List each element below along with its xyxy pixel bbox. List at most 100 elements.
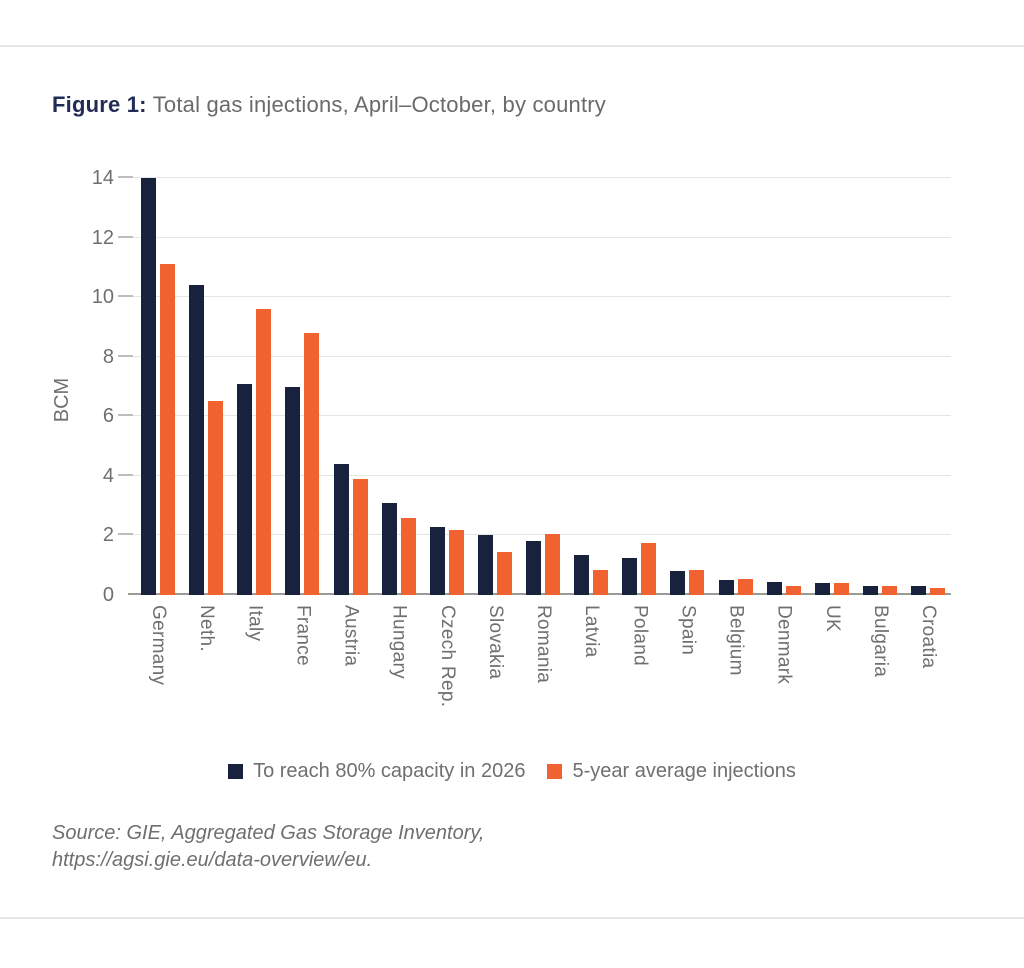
figure-label: Figure 1: [52,92,147,117]
gridline-14 [118,176,951,178]
bar-capacity-target [477,535,493,595]
bottom-divider-rule [0,917,1024,919]
bar-group-hungary: Hungary [381,502,416,679]
bar-capacity-target [766,581,782,595]
legend-swatch-5yr-average [547,764,563,779]
source-note: Source: GIE, Aggregated Gas Storage Inve… [52,820,484,874]
bar-group-uk: UK [814,583,849,632]
x-axis-label: Neth. [196,605,218,652]
x-axis-label: Germany [148,605,169,686]
y-tick-mark-4 [118,473,133,476]
bar-group-croatia: Croatia [911,586,945,668]
y-axis-title: BCM [51,377,73,423]
y-axis: 0 2 4 6 8 10 12 14 [0,167,118,606]
x-axis-label: Romania [533,605,554,684]
figure-title-text: Total gas injections, April–October, by … [152,92,607,117]
y-tick-label-8: 8 [102,345,114,368]
bar-group-germany: Germany [141,178,175,685]
x-axis-label: France [292,605,314,666]
source-line-2: https://agsi.gie.eu/data-overview/eu. [52,849,373,871]
x-axis-label: Croatia [918,605,939,669]
bar-group-belgium: Belgium [718,578,753,676]
bar-group-latvia: Latvia [574,554,609,658]
bar-capacity-target [381,502,397,595]
x-axis-label: Slovakia [484,605,506,680]
y-tick-label-14: 14 [91,167,114,189]
bar-group-austria: Austria [333,463,368,666]
bar-5yr-average [689,569,705,595]
legend-label-capacity-target: To reach 80% capacity in 2026 [253,760,526,782]
bar-5yr-average [785,586,801,595]
y-tick-mark-8 [118,354,133,357]
gridline-2 [118,533,951,536]
x-axis-label: Spain [677,605,699,656]
bar-5yr-average [208,401,224,595]
bar-capacity-target [237,383,253,595]
chart-legend: To reach 80% capacity in 2026 5-year aver… [0,760,1024,783]
bar-5yr-average [641,542,657,595]
plot-area: Germany Neth. Italy France Austria Hungary Cze… [118,176,951,707]
y-tick-mark-12 [118,235,133,238]
bar-group-czech-rep: Czech Rep. [429,526,464,707]
x-axis-label: Austria [340,605,362,667]
legend-swatch-capacity-target [228,764,244,779]
bar-capacity-target [285,386,301,595]
x-axis-label: Italy [244,605,266,642]
bar-5yr-average [833,583,849,595]
bar-capacity-target [574,554,590,595]
x-axis-label: Bulgaria [869,605,891,678]
bar-group-france: France [285,332,320,666]
gridline-6 [118,414,951,417]
x-axis-label: Belgium [725,605,747,676]
bar-5yr-average [737,578,753,595]
x-axis-label: Latvia [581,605,603,658]
bar-5yr-average [400,517,416,595]
y-tick-label-10: 10 [91,286,114,309]
x-axis-label: UK [821,605,843,632]
bar-capacity-target [670,571,686,595]
bar-capacity-target [862,586,878,595]
bar-group-italy: Italy [237,309,272,641]
bar-5yr-average [593,569,609,595]
top-divider-rule [0,45,1024,47]
gridline-4 [118,473,951,476]
bar-5yr-average [256,309,272,595]
x-axis-label: Czech Rep. [436,605,458,708]
bar-group-neth: Neth. [189,285,224,652]
bar-5yr-average [545,533,560,595]
bar-group-denmark: Denmark [766,581,801,684]
bar-5yr-average [304,332,320,595]
gridline-12 [118,235,951,238]
bar-capacity-target [814,583,830,595]
bar-group-slovakia: Slovakia [477,535,512,679]
bar-5yr-average [352,478,368,595]
gridline-10 [118,295,951,298]
x-axis-label: Poland [629,605,651,666]
bar-capacity-target [333,463,349,595]
legend-label-5yr-average: 5-year average injections [572,760,796,782]
bar-capacity-target [141,178,156,595]
y-tick-label-6: 6 [102,405,114,428]
bar-5yr-average [881,586,897,595]
y-tick-label-0: 0 [102,584,114,606]
y-tick-mark-14 [118,176,133,178]
x-axis-label: Hungary [388,605,410,679]
bar-group-bulgaria: Bulgaria [862,586,897,677]
bar-5yr-average [930,587,945,595]
bar-group-spain: Spain [670,569,705,655]
bar-capacity-target [911,586,926,595]
legend-item-capacity-target: To reach 80% capacity in 2026 [228,760,525,783]
source-line-1: Source: GIE, Aggregated Gas Storage Inve… [52,822,485,844]
x-axis-label: Denmark [773,605,795,685]
y-tick-mark-6 [118,414,133,417]
bars-container: Germany Neth. Italy France Austria Hungary Cze… [141,178,945,707]
bar-capacity-target [189,285,205,595]
bar-capacity-target [429,526,445,595]
figure-title: Figure 1: Total gas injections, April–Oct… [52,92,606,118]
y-tick-label-2: 2 [102,524,114,547]
bar-capacity-target [526,541,541,595]
y-tick-label-12: 12 [91,226,114,249]
bar-capacity-target [622,557,638,595]
bar-5yr-average [448,529,464,595]
y-tick-label-4: 4 [102,464,114,487]
